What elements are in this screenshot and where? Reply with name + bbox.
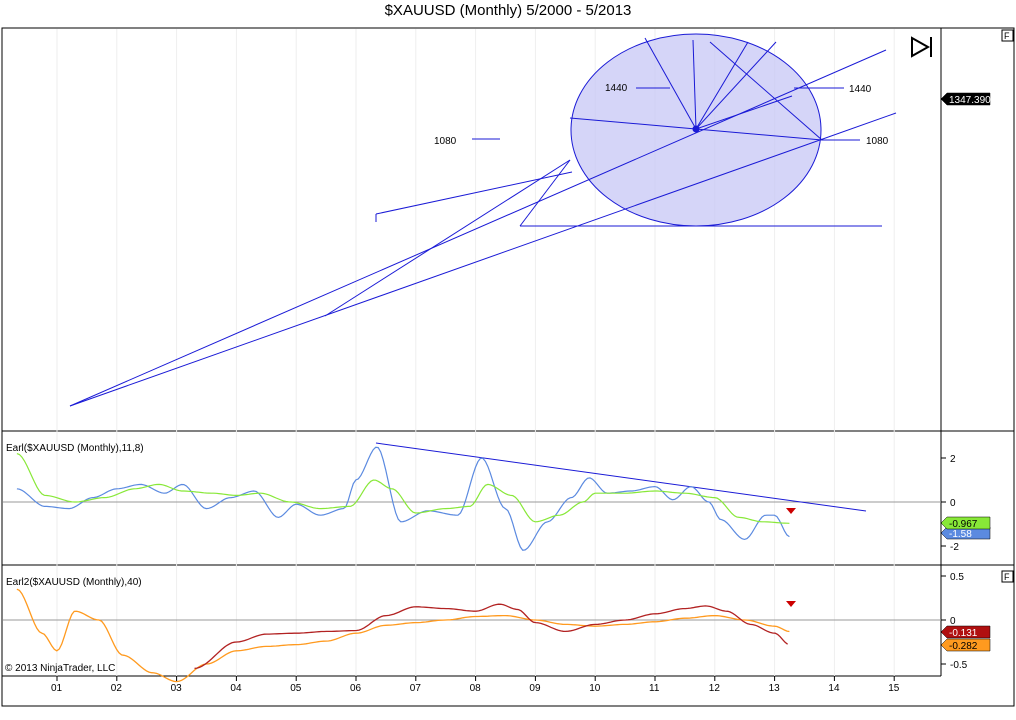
earl2-tick-label-0: 0.5	[950, 572, 964, 583]
fan-line-c	[695, 41, 749, 130]
indicator-lines	[16, 446, 790, 683]
panel-button-price-label: F	[1004, 31, 1010, 41]
value-tags: 1347.3900 -1.58-0.967 -0.131 -0.282	[940, 92, 997, 652]
trendline-long-upper	[69, 49, 887, 407]
earl2-red-tag-text: -0.131	[949, 628, 978, 639]
earl-tick-label-0: 2	[950, 454, 956, 465]
earl2-red-line	[194, 603, 789, 670]
time-tick-label-8: 09	[529, 683, 541, 694]
panel-button-price[interactable]: F	[1001, 29, 1014, 42]
panel-button-earl2-label: F	[1004, 572, 1010, 582]
fan-line-b	[692, 39, 697, 130]
earl2-panel-title: Earl2($XAUUSD (Monthly),40)	[6, 577, 142, 588]
earl-slow-tag-box	[940, 516, 991, 530]
plot-frame	[1, 27, 1015, 707]
fan-line-e	[695, 95, 793, 130]
time-tick-label-7: 08	[470, 683, 482, 694]
fan-line-d	[695, 41, 777, 130]
annotation-1440-left: 1440	[605, 83, 628, 94]
down-arrow-earl2	[786, 601, 796, 607]
time-tick-label-4: 05	[290, 683, 302, 694]
annotation-1080-right: 1080	[866, 136, 889, 147]
time-tick-label-0: 01	[51, 683, 63, 694]
earl2-orange-tag-box	[940, 638, 991, 652]
earl2-orange-tag-text: -0.282	[949, 641, 978, 652]
time-tick-label-1: 02	[111, 683, 123, 694]
fan-line-diag	[709, 41, 823, 141]
annotation-1080-left: 1080	[434, 136, 457, 147]
down-arrow-earl	[786, 508, 796, 514]
earl2-red-tag-box	[940, 625, 991, 639]
earl2-orange-line	[16, 588, 790, 683]
last-price-tag-text: 1347.3900	[949, 95, 997, 106]
earl-fast-line	[16, 446, 790, 551]
copyright-text: © 2013 NinjaTrader, LLC	[5, 663, 115, 674]
axis-ticks: 1600.00001400.00001200.00001100.00001000…	[51, 454, 968, 694]
time-tick-label-12: 13	[769, 683, 781, 694]
panel-button-earl2[interactable]: F	[1001, 570, 1014, 583]
last-price-tag-box	[940, 92, 991, 106]
time-tick-label-10: 11	[649, 683, 660, 694]
play-end-icon[interactable]	[911, 36, 932, 58]
time-tick-label-5: 06	[350, 683, 362, 694]
time-tick-label-13: 14	[828, 683, 840, 694]
time-tick-label-14: 15	[888, 683, 900, 694]
fan-line-a	[644, 37, 697, 130]
earl-panel-title: Earl($XAUUSD (Monthly),11,8)	[6, 443, 144, 454]
earl2-tick-label-2: -0.5	[950, 660, 968, 671]
time-tick-label-6: 07	[410, 683, 422, 694]
grid-lines	[56, 29, 895, 676]
earl-slow-tag-text: -0.967	[949, 519, 978, 530]
trendline-short	[519, 159, 571, 227]
earl-fast-tag-text: -1.58	[949, 529, 972, 540]
time-tick-label-3: 04	[230, 683, 242, 694]
earl-trendline	[375, 442, 867, 512]
trendline-mid	[324, 159, 571, 317]
time-tick-label-2: 03	[171, 683, 183, 694]
fan-anchor-dot[interactable]	[692, 125, 700, 133]
time-tick-label-11: 12	[709, 683, 721, 694]
trendline-drawings[interactable]	[69, 37, 897, 512]
trendline-channel	[375, 171, 573, 215]
earl2-tick-label-1: 0	[950, 616, 956, 627]
trendline-long-lower	[69, 112, 897, 407]
earl-tick-label-1: 0	[950, 498, 956, 509]
earl-tick-label-2: -2	[950, 542, 959, 553]
chart-title: $XAUUSD (Monthly) 5/2000 - 5/2013	[384, 2, 632, 19]
earl-slow-line	[16, 453, 790, 524]
annotation-1440-right: 1440	[849, 84, 872, 95]
zero-lines	[3, 501, 941, 621]
time-tick-label-9: 10	[589, 683, 601, 694]
